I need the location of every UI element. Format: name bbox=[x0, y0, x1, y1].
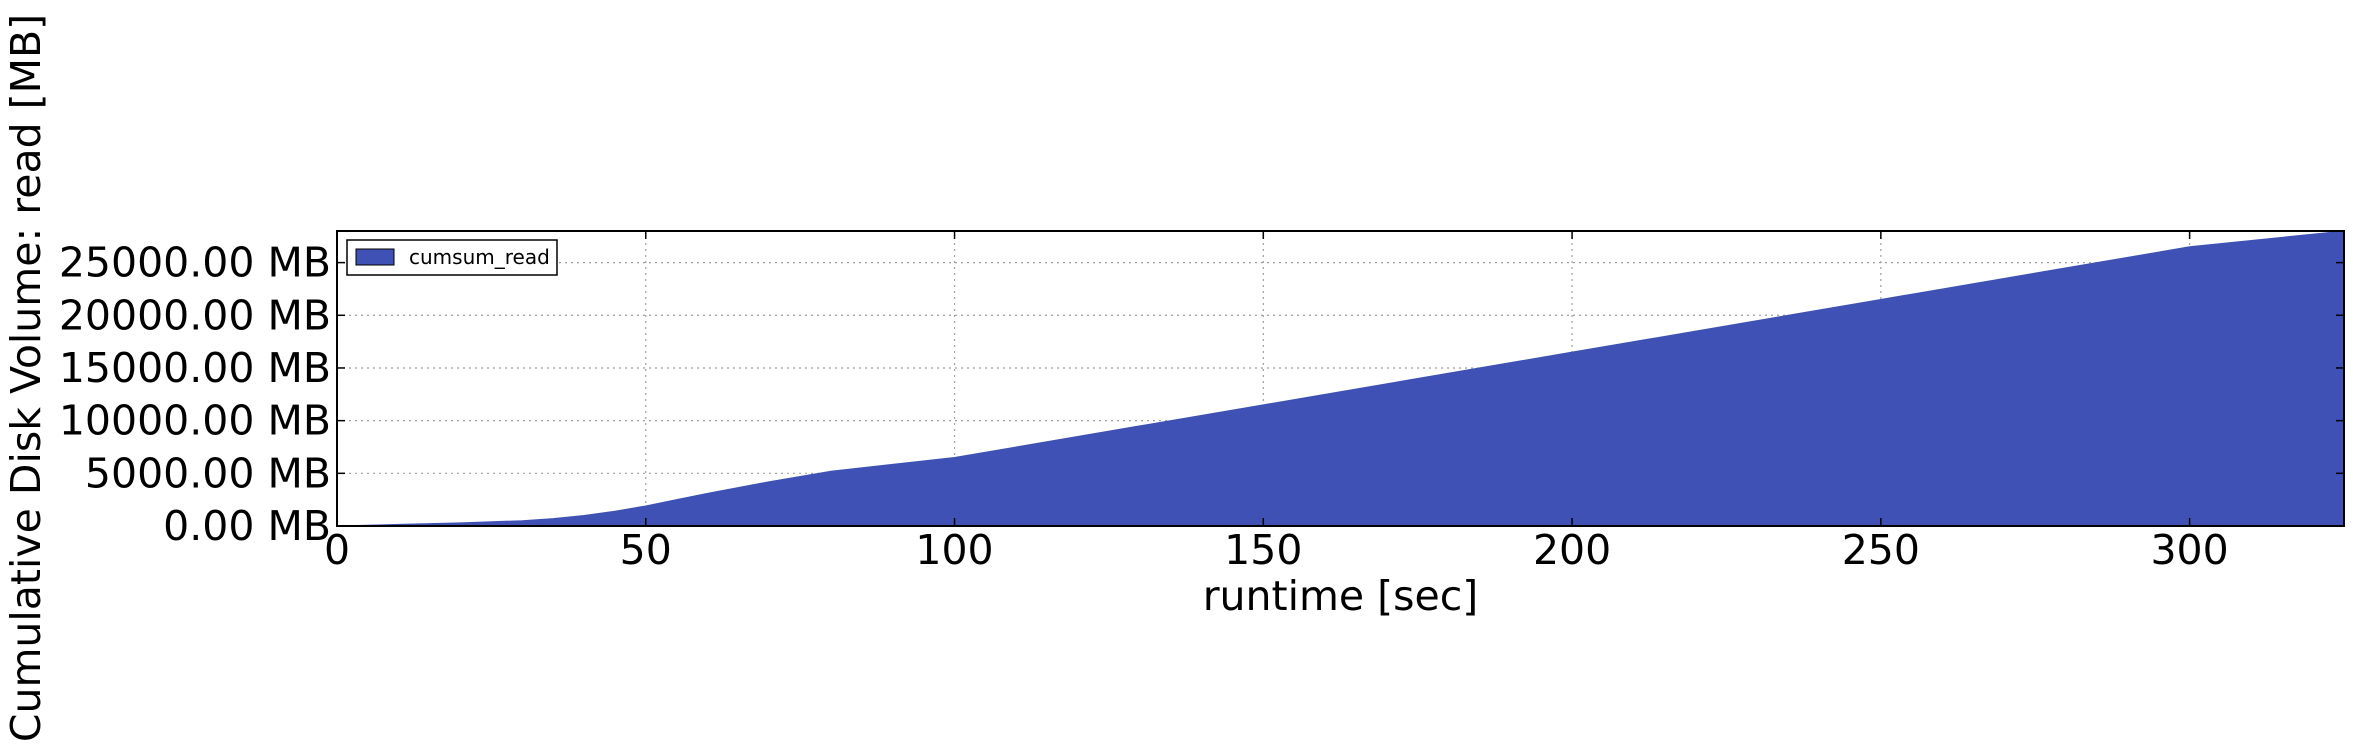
x-tick-label: 150 bbox=[1224, 526, 1302, 574]
x-tick-label: 300 bbox=[2150, 526, 2228, 574]
x-tick-labels: 0 50 100 150 200 250 300 bbox=[324, 526, 2229, 574]
legend-box bbox=[346, 239, 558, 276]
y-tick-label: 10000.00 MB bbox=[59, 397, 331, 445]
y-axis-label: Cumulative Disk Volume: read [MB] bbox=[2, 14, 50, 742]
y-tick-label: 5000.00 MB bbox=[85, 449, 331, 497]
x-axis-label: runtime [sec] bbox=[1203, 572, 1479, 620]
y-tick-label: 25000.00 MB bbox=[59, 239, 331, 287]
x-tick-label: 0 bbox=[324, 526, 350, 574]
x-tick-label: 50 bbox=[620, 526, 672, 574]
y-tick-label: 20000.00 MB bbox=[59, 291, 331, 339]
plot-frame bbox=[336, 230, 2345, 527]
y-tick-label: 15000.00 MB bbox=[59, 344, 331, 392]
legend-label-cumsum-read: cumsum_read bbox=[409, 245, 550, 269]
x-tick-label: 250 bbox=[1842, 526, 1920, 574]
tick-marks bbox=[336, 231, 2344, 527]
x-tick-label: 100 bbox=[915, 526, 993, 574]
x-tick-label: 200 bbox=[1533, 526, 1611, 574]
legend: cumsum_read bbox=[346, 239, 558, 276]
area-cumsum-read bbox=[336, 230, 2345, 527]
y-tick-label: 0.00 MB bbox=[163, 502, 331, 550]
legend-swatch-cumsum-read bbox=[355, 248, 395, 266]
